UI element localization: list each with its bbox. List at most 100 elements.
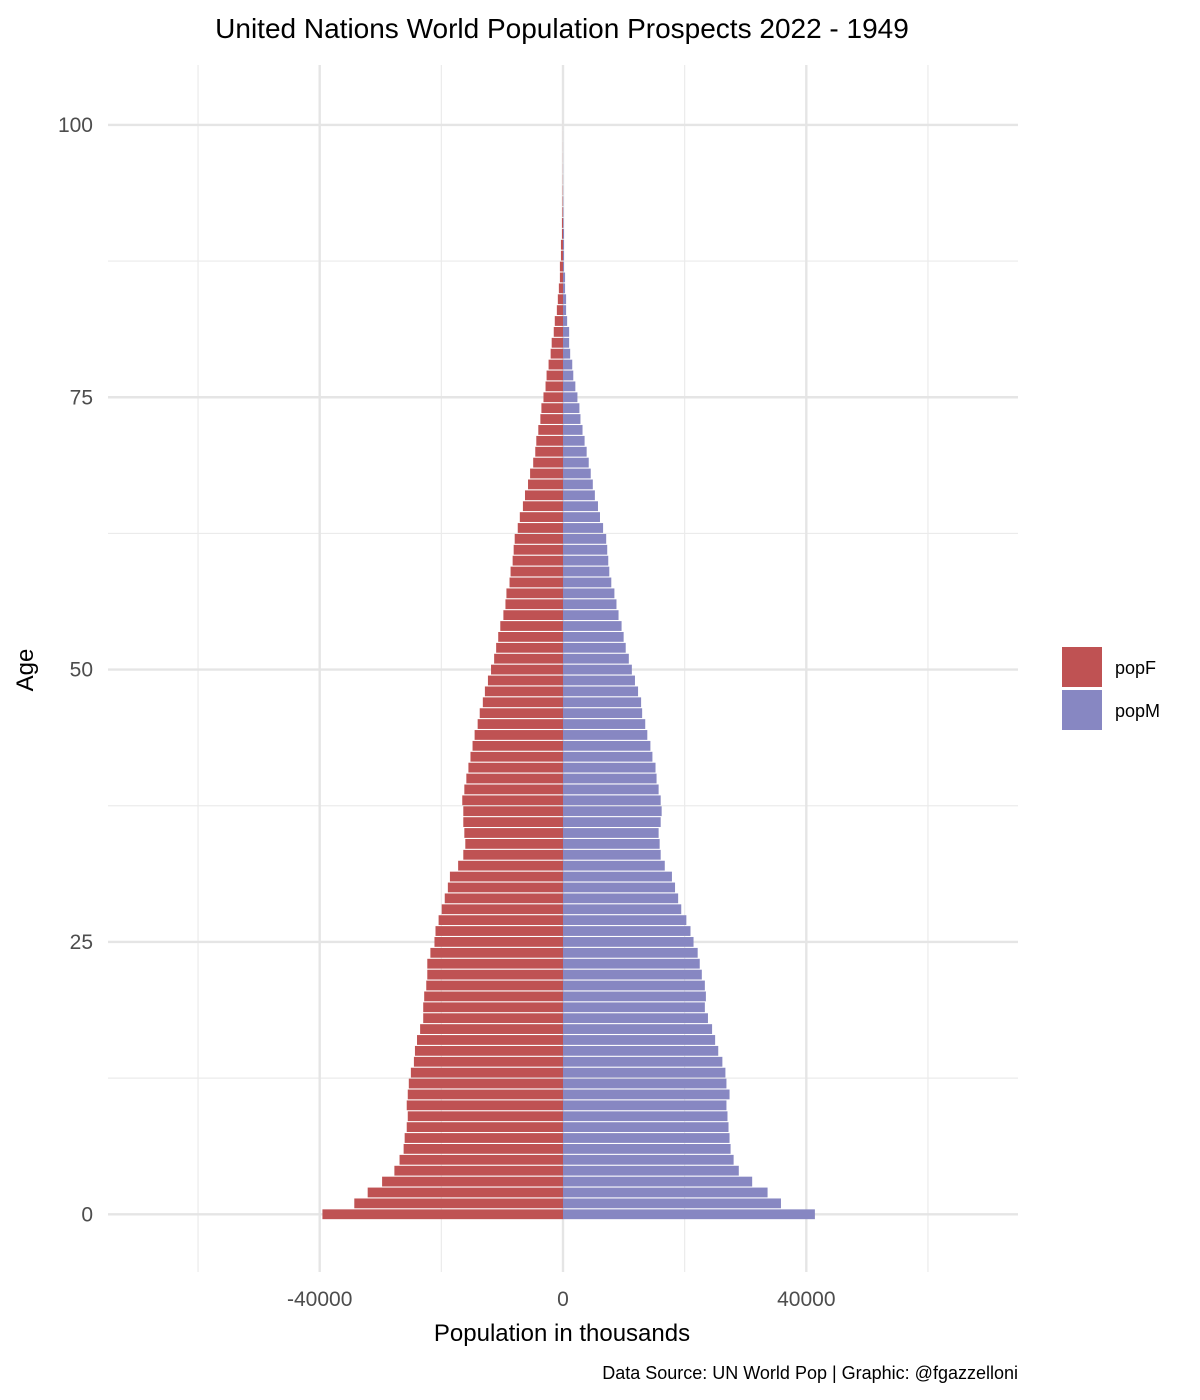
chart-title: United Nations World Population Prospect… <box>215 13 909 44</box>
bar-popM-age-19 <box>563 1002 705 1013</box>
bar-popM-age-37 <box>563 806 662 817</box>
bar-popF-age-71 <box>536 435 563 446</box>
bar-popF-age-20 <box>424 991 563 1002</box>
bar-popM-age-29 <box>563 893 679 904</box>
bar-popM-age-38 <box>563 795 661 806</box>
bar-popF-age-22 <box>427 969 563 980</box>
bar-popF-age-47 <box>482 697 563 708</box>
bar-popM-age-18 <box>563 1013 708 1024</box>
bar-popM-age-58 <box>563 577 612 588</box>
bar-popM-age-59 <box>563 566 610 577</box>
bar-popM-age-82 <box>563 316 568 326</box>
bar-popF-age-40 <box>466 773 563 784</box>
bar-popF-age-34 <box>465 838 563 849</box>
bar-popM-age-28 <box>563 904 682 915</box>
bar-popM-age-55 <box>563 610 619 621</box>
bar-popF-age-36 <box>463 817 563 828</box>
bar-popF-age-69 <box>533 457 563 468</box>
bar-popM-age-23 <box>563 958 700 969</box>
bar-popM-age-90 <box>563 228 565 239</box>
bar-popF-age-4 <box>394 1165 563 1176</box>
bar-popF-age-60 <box>512 555 563 566</box>
bar-popF-age-57 <box>506 588 563 599</box>
bar-popM-age-86 <box>563 272 566 283</box>
y-axis-ticks: 0 25 50 75 100 <box>58 114 93 1226</box>
bar-popF-age-33 <box>463 849 563 860</box>
x-axis-label: Population in thousands <box>434 1320 690 1347</box>
bar-popF-age-67 <box>528 479 563 490</box>
bar-popF-age-92 <box>562 207 563 217</box>
bar-popF-age-72 <box>538 425 563 435</box>
y-tick-label: 0 <box>81 1203 93 1226</box>
bar-popM-age-50 <box>563 664 632 675</box>
bar-popF-age-65 <box>522 501 563 512</box>
bar-popF-age-38 <box>462 795 563 806</box>
bar-popF-age-11 <box>407 1089 563 1100</box>
bars <box>322 120 815 1220</box>
bar-popM-age-68 <box>563 468 591 479</box>
x-axis-ticks: -40000 0 40000 <box>287 1288 836 1311</box>
bar-popF-age-62 <box>514 533 563 544</box>
bar-popM-age-69 <box>563 457 589 468</box>
bar-popM-age-17 <box>563 1024 713 1034</box>
bar-popF-age-66 <box>524 490 563 501</box>
bar-popM-age-1 <box>563 1198 781 1209</box>
bar-popM-age-54 <box>563 621 622 631</box>
bar-popF-age-54 <box>500 621 563 631</box>
y-tick-label: 100 <box>58 114 93 137</box>
caption: Data Source: UN World Pop | Graphic: @fg… <box>602 1363 1018 1383</box>
bar-popM-age-51 <box>563 653 629 664</box>
bar-popM-age-39 <box>563 784 659 795</box>
bar-popM-age-72 <box>563 425 583 435</box>
bar-popF-age-32 <box>458 860 563 871</box>
legend-key-popM <box>1062 690 1102 730</box>
bar-popF-age-45 <box>477 719 563 729</box>
bar-popF-age-25 <box>434 937 563 947</box>
bar-popM-age-53 <box>563 632 624 642</box>
bar-popF-age-37 <box>463 806 563 817</box>
bar-popM-age-6 <box>563 1144 731 1154</box>
bar-popF-age-91 <box>561 218 563 228</box>
bar-popF-age-76 <box>545 381 563 392</box>
bar-popF-age-61 <box>513 544 563 555</box>
bar-popM-age-2 <box>563 1187 768 1198</box>
bar-popM-age-60 <box>563 555 609 566</box>
bar-popM-age-31 <box>563 871 672 882</box>
bar-popM-age-42 <box>563 751 653 762</box>
bar-popM-age-88 <box>563 250 565 261</box>
bar-popM-age-64 <box>563 512 600 522</box>
bar-popF-age-26 <box>435 926 563 936</box>
x-tick-label: 0 <box>557 1288 569 1311</box>
bar-popM-age-45 <box>563 719 646 729</box>
bar-popM-age-44 <box>563 730 648 740</box>
bar-popM-age-76 <box>563 381 576 392</box>
bar-popF-age-53 <box>498 632 563 642</box>
bar-popF-age-13 <box>410 1067 563 1078</box>
bar-popF-age-24 <box>430 947 563 958</box>
bar-popM-age-16 <box>563 1035 716 1045</box>
bar-popM-age-12 <box>563 1078 727 1089</box>
bar-popF-age-8 <box>406 1122 563 1133</box>
bar-popF-age-78 <box>548 359 563 370</box>
bar-popF-age-80 <box>551 337 563 348</box>
bar-popM-age-80 <box>563 337 570 348</box>
bar-popF-age-50 <box>491 664 563 675</box>
bar-popM-age-61 <box>563 544 608 555</box>
bar-popF-age-12 <box>408 1078 563 1089</box>
legend-key-popF <box>1062 647 1102 687</box>
bar-popM-age-15 <box>563 1045 719 1056</box>
bar-popM-age-62 <box>563 533 607 544</box>
bar-popF-age-56 <box>505 599 563 610</box>
bar-popM-age-81 <box>563 326 570 337</box>
bar-popF-age-9 <box>407 1111 563 1122</box>
bar-popF-age-74 <box>541 403 563 414</box>
bar-popF-age-68 <box>530 468 563 479</box>
bar-popM-age-49 <box>563 675 635 686</box>
bar-popF-age-10 <box>406 1100 563 1111</box>
bar-popF-age-82 <box>554 316 563 326</box>
bar-popF-age-87 <box>559 261 563 272</box>
bar-popF-age-70 <box>535 446 563 457</box>
bar-popM-age-25 <box>563 937 694 947</box>
bar-popM-age-20 <box>563 991 706 1002</box>
bar-popF-age-16 <box>417 1035 563 1045</box>
